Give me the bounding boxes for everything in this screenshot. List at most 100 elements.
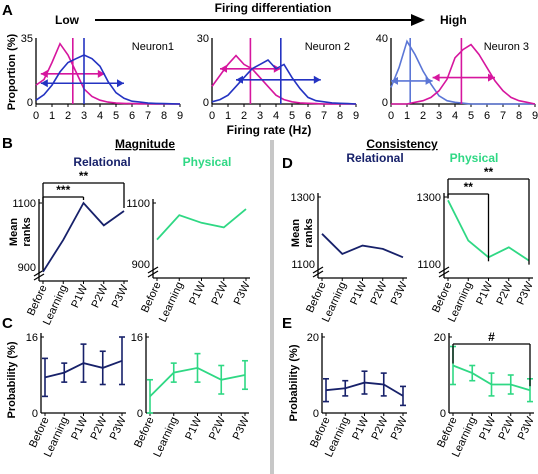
ylabel-mean-b-1: Mean	[8, 218, 20, 246]
neuron3-xtick-label: 7	[500, 110, 506, 122]
ylabel-probability-e: Probability (%)	[288, 344, 300, 421]
B_physical-xtick-label: P2W	[210, 280, 231, 307]
C_relational-xtick-label: P2W	[89, 415, 110, 442]
neuron1-xtick-label: 8	[161, 110, 167, 122]
C_relational-ytick-max: 16	[26, 332, 38, 344]
neuron3-xtick-label: 0	[388, 110, 394, 122]
E_relational-series-line	[325, 381, 404, 397]
C_physical-xtick-label: P1W	[183, 415, 204, 442]
E_physical-xtick-label: P3W	[516, 415, 537, 442]
panel-letter-a: A	[2, 2, 13, 19]
E_relational-ytick-max: 20	[307, 332, 319, 344]
header-firing-differentiation: Firing differentiation	[215, 1, 332, 15]
neuron1-xtick-label: 0	[33, 110, 39, 122]
E_relational-ytick-min: 0	[313, 408, 319, 420]
neuron2-xtick-label: 2	[241, 110, 247, 122]
B_relational-series-line	[42, 201, 125, 273]
neuron1-range-arrow-right-blue	[117, 79, 124, 88]
neuron1-xtick-label: 5	[113, 110, 119, 122]
B_physical-ytick-max: 1100	[126, 198, 150, 210]
neuron2-xtick-label: 6	[305, 110, 311, 122]
B_physical-series-line	[156, 208, 247, 241]
panel-letter-e: E	[282, 315, 292, 332]
neuron3-xtick-label: 3	[436, 110, 442, 122]
neuron2-xtick-label: 0	[209, 110, 215, 122]
ylabel-mean-d-2: ranks	[303, 218, 315, 247]
neuron3-ytick-max: 40	[376, 33, 388, 45]
label-relational-d: Relational	[346, 151, 403, 165]
panel-letter-b: B	[2, 135, 13, 152]
D_relational-xtick-label: P2W	[369, 280, 390, 307]
B_relational-xtick-label: P2W	[90, 283, 111, 310]
D_relational-series-line	[321, 233, 404, 259]
B_relational-sig-label: **	[79, 169, 89, 183]
B_relational-xtick-label: P3W	[110, 283, 131, 310]
B_physical-xtick-label: P3W	[232, 280, 253, 307]
C_physical-xtick-label: P3W	[231, 415, 252, 442]
label-physical-b: Physical	[183, 155, 232, 169]
C_relational-ytick-min: 0	[32, 408, 38, 420]
E_physical-sig-label: #	[488, 330, 495, 344]
E_physical-ytick-max: 20	[434, 332, 446, 344]
neuron2-range-arrow-left-magenta	[220, 64, 227, 73]
D_physical-xtick-label: P3W	[515, 280, 536, 307]
neuron1-xtick-label: 9	[177, 110, 183, 122]
neuron3-xtick-label: 1	[404, 110, 410, 122]
C_physical-xtick-label: P2W	[207, 415, 228, 442]
neuron1-xtick-label: 6	[129, 110, 135, 122]
D_physical-ytick-max: 1300	[417, 192, 441, 204]
ylabel-probability-c: Probability (%)	[6, 341, 18, 418]
D_relational-ytick-max: 1300	[291, 192, 315, 204]
B_physical-axis-break	[147, 270, 159, 278]
neuron3-range-arrow-left-lightblue	[391, 76, 398, 85]
D_relational-axis-break	[312, 270, 324, 278]
neuron2-xtick-label: 5	[289, 110, 295, 122]
neuron1-ytick-0: 0	[27, 97, 33, 109]
C_physical-series-line	[149, 366, 246, 398]
neuron3-xtick-label: 4	[452, 110, 458, 122]
E_physical-xtick-label: P2W	[497, 415, 518, 442]
neuron2-range-arrow-left-blue	[236, 75, 243, 84]
neuron1-xtick-label: 1	[49, 110, 55, 122]
D_physical-xtick-label: P2W	[495, 280, 516, 307]
neuron1-title: Neuron1	[132, 41, 174, 53]
neuron1-range-arrow-right-magenta	[97, 69, 105, 78]
section-divider	[270, 140, 274, 474]
B_relational-axis-break	[33, 273, 45, 281]
neuron2-xtick-label: 8	[337, 110, 343, 122]
C_physical-ytick-min: 0	[137, 408, 143, 420]
E_relational-xtick-label: P1W	[350, 415, 371, 442]
neuron1-xtick-label: 4	[97, 110, 103, 122]
D_relational-ytick-min: 1100	[291, 259, 315, 271]
neuron2-xtick-label: 7	[321, 110, 327, 122]
neuron3-series-lightblue	[390, 39, 535, 105]
B_relational-ytick-max: 1100	[12, 198, 36, 210]
C_physical-xtick-label: Before	[132, 415, 157, 449]
neuron2-xtick-label: 1	[225, 110, 231, 122]
neuron1-range-arrow-left-blue	[40, 79, 48, 88]
ylabel-mean-d-1: Mean	[290, 219, 302, 247]
section-title-magnitude: Magnitude	[115, 137, 175, 151]
B_physical-ytick-min: 900	[132, 259, 150, 271]
neuron2-xtick-label: 3	[257, 110, 263, 122]
C_relational-series-line	[44, 359, 123, 379]
E_relational-xtick-label: P2W	[370, 415, 391, 442]
D_relational-xtick-label: P3W	[389, 280, 410, 307]
panel-letter-d: D	[282, 155, 293, 172]
D_physical-axis-break	[438, 270, 450, 278]
B_physical-xtick-label: P1W	[187, 280, 208, 307]
neuron2-series-blue	[211, 58, 357, 105]
B_relational-axis-break	[33, 269, 45, 277]
C_physical-ytick-max: 16	[131, 332, 143, 344]
neuron3-xtick-label: 2	[420, 110, 426, 122]
B_relational-xtick-label: P1W	[69, 283, 90, 310]
neuron2-xtick-label: 9	[353, 110, 359, 122]
D_physical-sig-label: **	[464, 180, 474, 194]
E_physical-xtick-label: P1W	[477, 415, 498, 442]
neuron2-title: Neuron 2	[305, 41, 350, 53]
D_physical-sig-label: **	[484, 165, 494, 179]
neuron1-range-arrow-left-magenta	[40, 69, 48, 78]
neuron3-xtick-label: 9	[532, 110, 538, 122]
neuron3-xtick-label: 5	[468, 110, 474, 122]
